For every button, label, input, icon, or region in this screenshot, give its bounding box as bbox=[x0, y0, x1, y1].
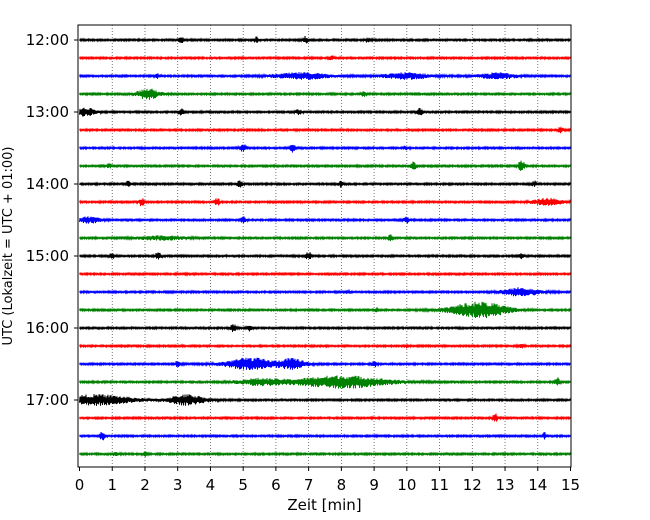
trace-14-45 bbox=[79, 234, 571, 242]
trace-13-15 bbox=[79, 126, 571, 134]
x-tick-label: 4 bbox=[206, 476, 216, 494]
y-tick-label: 14:00 bbox=[26, 175, 69, 193]
x-tick-label: 1 bbox=[107, 476, 117, 494]
y-tick-label: 12:00 bbox=[26, 31, 69, 49]
x-tick-label: 2 bbox=[140, 476, 150, 494]
trace-15-00 bbox=[79, 252, 571, 260]
trace-16-00 bbox=[79, 324, 571, 333]
trace-12-15 bbox=[79, 55, 571, 61]
trace-16-45 bbox=[79, 375, 571, 389]
trace-13-30 bbox=[79, 144, 571, 153]
x-tick-label: 3 bbox=[173, 476, 183, 494]
x-tick-label: 11 bbox=[430, 476, 449, 494]
trace-15-45 bbox=[79, 301, 571, 319]
x-tick-label: 9 bbox=[369, 476, 379, 494]
x-tick-label: 12 bbox=[463, 476, 482, 494]
trace-17-45 bbox=[79, 451, 571, 458]
y-tick-label: 13:00 bbox=[26, 103, 69, 121]
seismogram-traces bbox=[79, 36, 571, 458]
plot-frame bbox=[77, 24, 572, 468]
trace-16-15 bbox=[79, 343, 571, 349]
trace-12-45 bbox=[79, 88, 571, 100]
x-tick-label: 5 bbox=[238, 476, 248, 494]
x-tick-label: 15 bbox=[561, 476, 580, 494]
x-axis-ticks: 0 1 2 3 4 5 6 7 8 9 10 11 12 13 14 15 bbox=[75, 467, 580, 494]
x-tick-label: 6 bbox=[271, 476, 281, 494]
trace-16-30 bbox=[79, 357, 571, 371]
x-tick-label: 10 bbox=[397, 476, 416, 494]
trace-13-45 bbox=[79, 160, 571, 171]
y-axis-ticks: 12:00 13:00 14:00 15:00 16:00 17:00 bbox=[26, 31, 78, 409]
x-tick-label: 13 bbox=[495, 476, 514, 494]
trace-17-30 bbox=[79, 432, 571, 441]
x-tick-label: 7 bbox=[304, 476, 314, 494]
trace-14-30 bbox=[79, 216, 571, 224]
y-tick-label: 17:00 bbox=[26, 391, 69, 409]
x-tick-label: 8 bbox=[337, 476, 347, 494]
y-tick-label: 15:00 bbox=[26, 247, 69, 265]
trace-14-15 bbox=[79, 197, 571, 207]
trace-12-00 bbox=[79, 36, 571, 44]
trace-15-15 bbox=[79, 271, 571, 277]
trace-15-30 bbox=[79, 287, 571, 297]
x-tick-label: 0 bbox=[75, 476, 85, 494]
x-tick-label: 14 bbox=[528, 476, 547, 494]
trace-12-30 bbox=[79, 72, 571, 80]
trace-17-00 bbox=[79, 394, 571, 406]
trace-14-00 bbox=[79, 180, 571, 188]
y-tick-label: 16:00 bbox=[26, 319, 69, 337]
y-axis-label: UTC (Lokalzeit = UTC + 01:00) bbox=[1, 147, 16, 346]
trace-13-00 bbox=[79, 107, 571, 117]
trace-17-15 bbox=[79, 413, 571, 422]
x-axis-label: Zeit [min] bbox=[287, 496, 361, 514]
